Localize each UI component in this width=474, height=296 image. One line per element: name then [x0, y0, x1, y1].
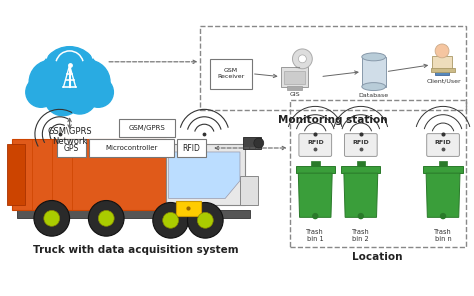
Text: Truck with data acquisition system: Truck with data acquisition system — [33, 245, 239, 255]
Text: GSM
Receiver: GSM Receiver — [218, 68, 245, 79]
Text: GPS: GPS — [64, 144, 79, 152]
Bar — [283, 71, 305, 83]
Circle shape — [358, 214, 364, 218]
Bar — [432, 56, 452, 69]
Circle shape — [34, 200, 70, 236]
FancyBboxPatch shape — [427, 133, 459, 156]
Circle shape — [66, 60, 110, 104]
Bar — [281, 67, 308, 87]
Circle shape — [254, 138, 264, 148]
Polygon shape — [169, 152, 240, 199]
Text: RFID: RFID — [307, 139, 324, 144]
FancyBboxPatch shape — [345, 133, 377, 156]
Polygon shape — [426, 173, 460, 217]
Circle shape — [83, 77, 113, 107]
Circle shape — [435, 44, 449, 58]
Bar — [175, 200, 201, 216]
Bar — [296, 166, 335, 173]
Bar — [240, 176, 258, 205]
Text: Microcontroller: Microcontroller — [105, 145, 158, 151]
Bar — [177, 139, 206, 157]
Text: Client/User: Client/User — [427, 79, 461, 84]
Bar — [423, 166, 463, 173]
Text: Trash
bin n: Trash bin n — [434, 229, 452, 242]
Circle shape — [163, 213, 179, 228]
Circle shape — [313, 214, 318, 218]
Circle shape — [98, 210, 114, 226]
Bar — [12, 139, 166, 210]
Ellipse shape — [362, 53, 385, 61]
Bar — [341, 166, 381, 173]
Circle shape — [153, 202, 189, 238]
Bar — [243, 137, 261, 149]
Polygon shape — [435, 59, 449, 75]
Bar — [57, 139, 86, 157]
Text: Database: Database — [359, 93, 389, 97]
Circle shape — [26, 77, 56, 107]
Ellipse shape — [362, 83, 385, 91]
Text: Location: Location — [352, 252, 403, 262]
Polygon shape — [298, 173, 332, 217]
Bar — [201, 26, 466, 110]
Circle shape — [440, 214, 446, 218]
Text: GIS: GIS — [289, 91, 300, 96]
Circle shape — [45, 79, 82, 116]
Bar — [119, 119, 174, 137]
Bar — [7, 144, 25, 205]
Circle shape — [89, 200, 124, 236]
FancyBboxPatch shape — [299, 133, 332, 156]
Text: Trash
bin 1: Trash bin 1 — [306, 229, 324, 242]
Bar — [356, 161, 365, 166]
Circle shape — [63, 80, 97, 114]
Bar — [210, 59, 252, 89]
Text: GSM\GPRS
Network: GSM\GPRS Network — [47, 126, 92, 146]
Text: Monitoring station: Monitoring station — [278, 115, 388, 125]
Circle shape — [29, 60, 73, 104]
Circle shape — [292, 49, 312, 69]
Bar — [286, 86, 302, 90]
Bar — [431, 68, 455, 72]
Circle shape — [41, 47, 98, 104]
Bar — [90, 139, 173, 157]
Bar — [311, 161, 319, 166]
Text: Trash
bin 2: Trash bin 2 — [352, 229, 370, 242]
Text: RFID: RFID — [353, 139, 369, 144]
Bar — [17, 210, 250, 218]
Circle shape — [197, 213, 213, 228]
Bar — [290, 100, 466, 247]
Circle shape — [188, 202, 223, 238]
Circle shape — [299, 55, 306, 63]
Text: GSM/GPRS: GSM/GPRS — [128, 125, 165, 131]
Bar — [439, 161, 447, 166]
Circle shape — [44, 210, 60, 226]
Text: RFID: RFID — [182, 144, 201, 152]
Bar — [166, 144, 245, 205]
Polygon shape — [344, 173, 378, 217]
Text: RFID: RFID — [435, 139, 451, 144]
Bar — [362, 57, 385, 87]
